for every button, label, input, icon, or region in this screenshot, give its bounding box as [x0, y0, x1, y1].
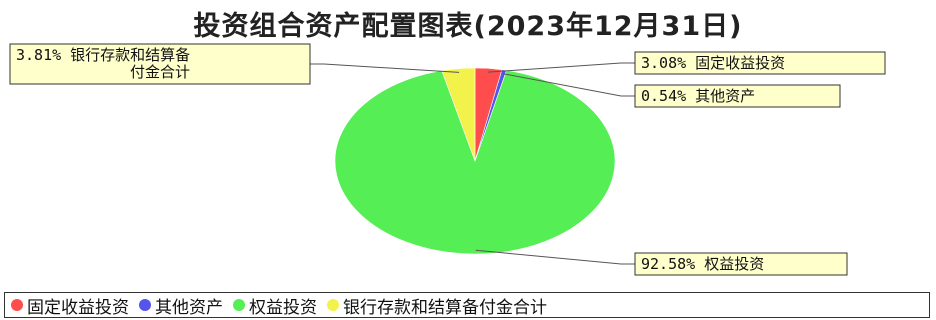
legend-swatch — [327, 299, 339, 311]
pie-slice — [441, 67, 476, 162]
legend-swatch — [139, 299, 151, 311]
pie-slices — [334, 67, 616, 255]
data-label: 3.08% 固定收益投资 — [641, 54, 785, 72]
callout-box — [634, 84, 841, 108]
callout-box — [634, 252, 848, 276]
pie-slice — [334, 70, 616, 255]
callout-line — [503, 73, 635, 97]
legend-item: 权益投资 — [233, 293, 317, 318]
chart-title: 投资组合资产配置图表(2023年12月31日) — [193, 11, 743, 42]
legend-swatch — [11, 299, 23, 311]
legend-swatch — [233, 299, 245, 311]
callout-line — [310, 63, 460, 73]
data-label: 0.54% 其他资产 — [641, 87, 755, 105]
legend-label: 银行存款和结算备付金合计 — [343, 297, 547, 318]
legend-label: 权益投资 — [249, 297, 317, 318]
legend-label: 其他资产 — [155, 297, 223, 318]
pie-callouts: 3.08% 固定收益投资 0.54% 其他资产 92.58% 权益投资 3.81% 银… — [9, 43, 886, 276]
legend-item: 固定收益投资 — [11, 293, 129, 318]
legend: 固定收益投资 其他资产 权益投资 银行存款和结算备付金合计 — [4, 292, 930, 318]
callout-line — [487, 62, 635, 73]
callout-box — [9, 43, 311, 85]
data-label: 付金合计 — [130, 63, 190, 81]
callout-box — [634, 51, 886, 75]
data-label: 92.58% 权益投资 — [641, 255, 764, 273]
callout-line — [475, 249, 635, 265]
legend-label: 固定收益投资 — [27, 297, 129, 318]
data-label: 3.81% 银行存款和结算备 — [16, 46, 190, 64]
legend-item: 银行存款和结算备付金合计 — [327, 293, 547, 318]
legend-item: 其他资产 — [139, 293, 223, 318]
